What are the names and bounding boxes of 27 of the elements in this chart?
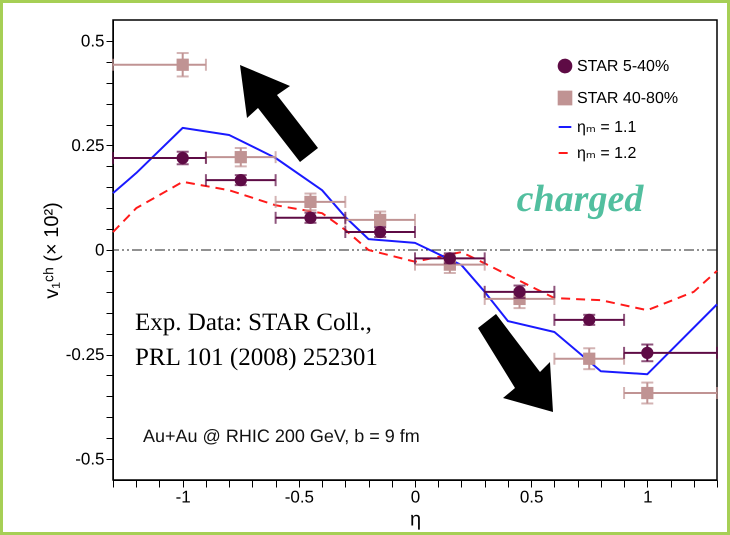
point xyxy=(304,196,317,208)
point xyxy=(641,386,654,400)
legend-label: STAR 5-40% xyxy=(577,58,670,75)
legend-label: ηₘ = 1.1 xyxy=(577,119,636,136)
y-tick-label: 0.5 xyxy=(80,31,104,50)
x-axis-title: η xyxy=(410,508,422,530)
x-tick-label: 1 xyxy=(643,488,653,506)
point xyxy=(583,352,596,365)
legend-label: STAR 40-80% xyxy=(577,90,678,107)
annotation: charged xyxy=(516,178,644,220)
point xyxy=(641,346,654,359)
annotation: Exp. Data: STAR Coll., PRL 101 (2008) 252301 xyxy=(135,309,378,371)
x-tick-label: 0 xyxy=(410,488,420,506)
x-tick-label: 0.5 xyxy=(520,488,544,506)
y-tick-label: -0.25 xyxy=(66,345,104,364)
annotation: Au+Au @ RHIC 200 GeV, b = 9 fm xyxy=(143,426,420,446)
x-tick-label: -1 xyxy=(176,488,191,506)
y-tick-label: -0.5 xyxy=(75,450,104,469)
point xyxy=(374,214,386,226)
y-tick-label: 0 xyxy=(95,240,104,260)
y-tick-label: 0.25 xyxy=(71,136,104,155)
x-tick-label: -0.5 xyxy=(284,488,314,506)
point xyxy=(234,151,247,164)
legend-label: ηₘ = 1.2 xyxy=(577,145,636,162)
line-series xyxy=(112,180,718,312)
point xyxy=(176,58,189,71)
y-axis-title: v₁ᶜʰ (× 10²) xyxy=(40,202,63,299)
